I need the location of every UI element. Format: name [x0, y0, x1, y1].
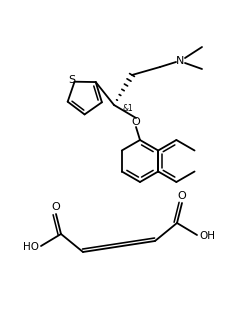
Text: N: N — [176, 56, 184, 66]
Text: O: O — [52, 202, 60, 212]
Text: OH: OH — [199, 231, 215, 241]
Text: &1: &1 — [122, 104, 133, 112]
Text: S: S — [68, 75, 75, 85]
Text: HO: HO — [23, 242, 39, 252]
Text: O: O — [178, 191, 186, 201]
Text: O: O — [132, 117, 140, 127]
